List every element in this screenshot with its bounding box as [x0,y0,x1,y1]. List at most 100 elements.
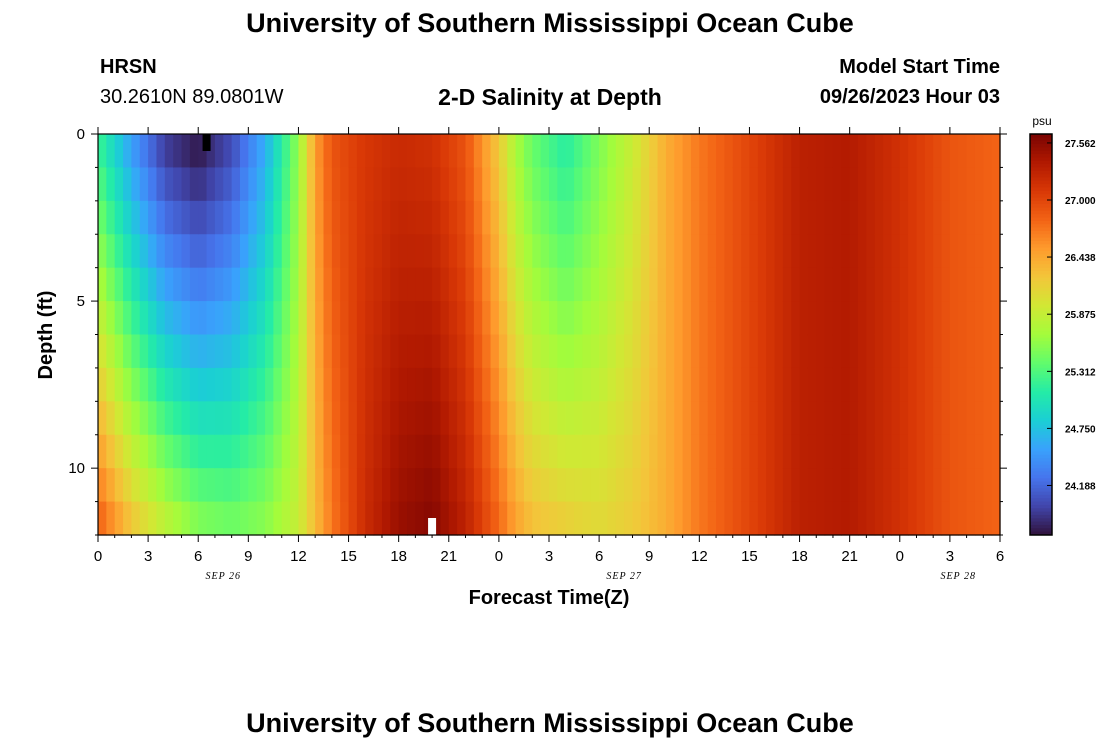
heatmap-cell [432,468,442,503]
heatmap-cell [941,401,951,436]
colorbar-segment [1030,461,1052,466]
heatmap-cell [540,234,550,269]
heatmap-cell [807,367,817,402]
heatmap-cell [448,501,458,536]
heatmap-cell [891,334,901,369]
heatmap-cell [991,501,1001,536]
heatmap-cell [523,167,533,202]
heatmap-cell [607,367,617,402]
colorbar-segment [1030,471,1052,476]
colorbar-segment [1030,304,1052,309]
heatmap-cell [983,267,993,302]
heatmap-cell [732,501,742,536]
heatmap-cell [248,167,258,202]
heatmap-cell [365,200,375,235]
heatmap-cell [582,334,592,369]
heatmap-cell [624,468,634,503]
heatmap-cell [832,200,842,235]
heatmap-cell [574,301,584,336]
heatmap-cell [949,134,959,169]
heatmap-cell [816,434,826,469]
heatmap-cell [482,267,492,302]
heatmap-cell [774,434,784,469]
heatmap-cell [699,301,709,336]
heatmap-cell [356,334,366,369]
heatmap-cell [473,334,483,369]
heatmap-cell [373,200,383,235]
heatmap-cell [390,468,400,503]
heatmap-cell [423,434,433,469]
heatmap-cell [590,167,600,202]
heatmap-cell [515,401,525,436]
heatmap-cell [858,468,867,503]
colorbar-segment [1030,484,1052,489]
heatmap-cell [189,501,199,536]
heatmap-cell [540,134,550,169]
heatmap-cell [482,167,492,202]
heatmap-cell [114,501,124,536]
heatmap-cell [690,401,700,436]
heatmap-cell [991,234,1001,269]
heatmap-cell [231,200,241,235]
heatmap-cell [532,468,542,503]
heatmap-cell [866,434,876,469]
heatmap-cell [423,334,433,369]
heatmap-cell [173,134,183,169]
heatmap-cell [883,200,893,235]
heatmap-cell [306,501,316,536]
heatmap-cell [457,434,467,469]
heatmap-cell [239,334,249,369]
heatmap-cell [599,501,609,536]
colorbar-segment [1030,354,1052,359]
heatmap-cell [883,501,893,536]
heatmap-cell [114,367,124,402]
heatmap-cell [273,267,283,302]
heatmap-cell [791,234,801,269]
heatmap-cell [123,501,133,536]
heatmap-cell [832,234,842,269]
colorbar-segment [1030,144,1052,148]
colorbar-segment [1030,207,1052,212]
heatmap-cell [223,434,233,469]
heatmap-cell [156,167,166,202]
heatmap-cell [256,167,266,202]
heatmap-cell [323,367,333,402]
heatmap-cell [440,267,450,302]
colorbar-segment [1030,494,1052,499]
heatmap-cell [933,401,943,436]
heatmap-cell [991,200,1001,235]
heatmap-cell [156,134,166,169]
heatmap-cell [498,334,508,369]
heatmap-cell [891,301,901,336]
colorbar-segment [1030,204,1052,209]
heatmap-cell [440,401,450,436]
heatmap-cell [649,367,659,402]
heatmap-cell [816,200,826,235]
heatmap-cell [482,401,492,436]
heatmap-cell [407,501,416,536]
heatmap-cell [423,134,433,169]
heatmap-cell [699,267,709,302]
heatmap-cell [348,301,358,336]
heatmap-cell [348,234,358,269]
heatmap-cell [874,334,884,369]
heatmap-cell [490,234,500,269]
heatmap-cell [256,267,266,302]
heatmap-cell [457,334,467,369]
heatmap-cell [123,401,133,436]
heatmap-cell [908,401,918,436]
heatmap-cell [749,234,759,269]
heatmap-cell [582,134,592,169]
heatmap-cell [899,167,909,202]
heatmap-cell [757,367,767,402]
heatmap-cell [423,234,433,269]
heatmap-cell [599,200,609,235]
heatmap-cell [983,401,993,436]
heatmap-cell [657,434,667,469]
heatmap-cell [866,468,876,503]
heatmap-cell [323,234,333,269]
colorbar-segment [1030,294,1052,299]
heatmap-cell [139,501,149,536]
heatmap-cell [782,367,792,402]
heatmap-cell [640,401,650,436]
